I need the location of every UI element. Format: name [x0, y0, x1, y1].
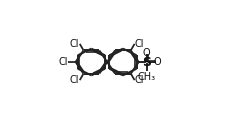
Text: Cl: Cl — [70, 39, 79, 49]
Text: O: O — [153, 57, 161, 67]
Text: Cl: Cl — [70, 75, 79, 85]
Text: Cl: Cl — [135, 75, 144, 85]
Text: CH₃: CH₃ — [138, 72, 156, 82]
Text: Cl: Cl — [58, 57, 68, 67]
Text: S: S — [142, 56, 151, 68]
Text: O: O — [143, 48, 150, 58]
Text: Cl: Cl — [135, 39, 144, 49]
